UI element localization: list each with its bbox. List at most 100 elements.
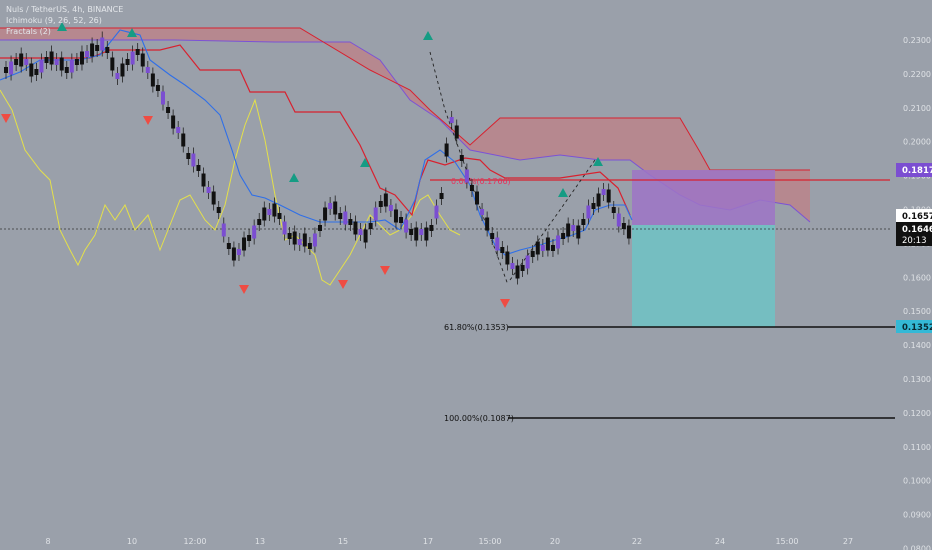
candle-body [414,227,419,241]
candle-body [586,205,591,219]
candle-body [490,233,495,239]
candle-body [611,207,616,213]
candle-body [626,225,631,239]
open-price-tag: 0.1657 [896,209,932,222]
candle-body [439,193,444,199]
time-axis: 8 10 12:00 13 15 17 15:00 20 22 24 15:00 27 [45,537,853,546]
y-tick-label: 0.2200 [903,70,931,79]
candle-body [606,189,611,203]
kijun-sen [0,44,631,217]
candle-body [510,263,515,269]
y-tick-label: 0.1300 [903,375,931,384]
y-tick-label: 0.1200 [903,409,931,418]
y-tick-label: 0.0800 [903,545,931,550]
candle-body [571,225,576,231]
candle-body [540,245,545,251]
candle-body [140,53,145,67]
y-tick-label: 0.2300 [903,36,931,45]
candle-body [186,153,191,159]
candle-body [616,213,621,227]
fractals-legend: Fractals (2) [6,27,51,36]
candle-body [318,225,322,231]
candle-body [236,249,241,255]
candle-body [545,237,550,251]
x-tick-label: 13 [255,537,265,546]
candle-body [621,223,626,229]
candle-body [105,47,110,53]
senkou-span-b [0,27,810,171]
x-tick-label: 15 [338,537,348,546]
chart-header: Nuls / TetherUS, 4h, BINANCE Ichimoku (9… [6,4,123,37]
position-target-zone [632,170,775,225]
candle-body [520,265,525,271]
candle-body [358,229,363,235]
candle-body [530,251,535,257]
candle-body [85,51,90,57]
symbol-title: Nuls / TetherUS, 4h, BINANCE [6,5,124,14]
candle-body [39,59,44,73]
candle-body [155,85,160,91]
candle-body [34,69,39,75]
candle-body [525,255,530,269]
fractal-up-marker [593,157,603,166]
candle-body [24,59,29,65]
fib-100-label: 100.00%(0.1087) [444,414,514,423]
candle-body [44,57,49,63]
candle-body [19,53,24,67]
candles [4,31,631,285]
last-price-tag: 0.1646 20:13 [896,222,932,246]
candle-body [419,229,424,235]
x-tick-label: 22 [632,537,642,546]
candle-body [297,239,302,245]
candle-body [556,235,561,249]
stop-price-tag: 0.1352 [896,320,932,333]
candle-body [120,63,125,77]
y-tick-label: 0.1500 [903,307,931,316]
candle-body [393,209,398,223]
x-tick-label: 12:00 [183,537,206,546]
candle-body [257,219,262,225]
candle-body [69,59,74,73]
candle-body [135,49,140,55]
svg-text:0.1657: 0.1657 [902,212,932,222]
candle-body [287,233,292,239]
x-tick-label: 17 [423,537,433,546]
candle-body [74,59,79,65]
candle-body [206,187,211,193]
candle-body [14,59,19,65]
candle-body [368,223,373,229]
y-tick-label: 0.0900 [903,511,931,520]
candle-body [550,245,555,251]
candle-body [480,209,485,215]
candle-body [90,43,95,57]
y-tick-label: 0.1400 [903,341,931,350]
candle-body [383,193,388,207]
candle-body [469,185,474,191]
candle-body [267,209,272,215]
candle-body [130,51,135,65]
candle-body [581,219,586,225]
candle-body [161,91,165,105]
candle-body [4,67,8,73]
fib-swing-line [429,51,509,286]
candle-body [171,115,176,129]
candle-body [449,117,454,123]
candle-body [312,233,317,247]
candle-body [444,143,449,157]
fractal-up-marker [127,28,137,37]
candle-body [535,241,540,255]
x-tick-label: 20 [550,537,560,546]
target-price-tag: 0.1817 [896,163,932,177]
candle-body [272,203,277,217]
candle-body [196,165,201,171]
candle-body [277,213,282,219]
candle-body [434,205,439,219]
candle-body [500,247,505,253]
svg-text:20:13: 20:13 [902,236,927,246]
y-tick-label: 0.2100 [903,104,931,113]
candle-body [515,265,520,279]
svg-text:0.1352: 0.1352 [902,323,932,333]
fractal-down-marker [1,114,11,123]
